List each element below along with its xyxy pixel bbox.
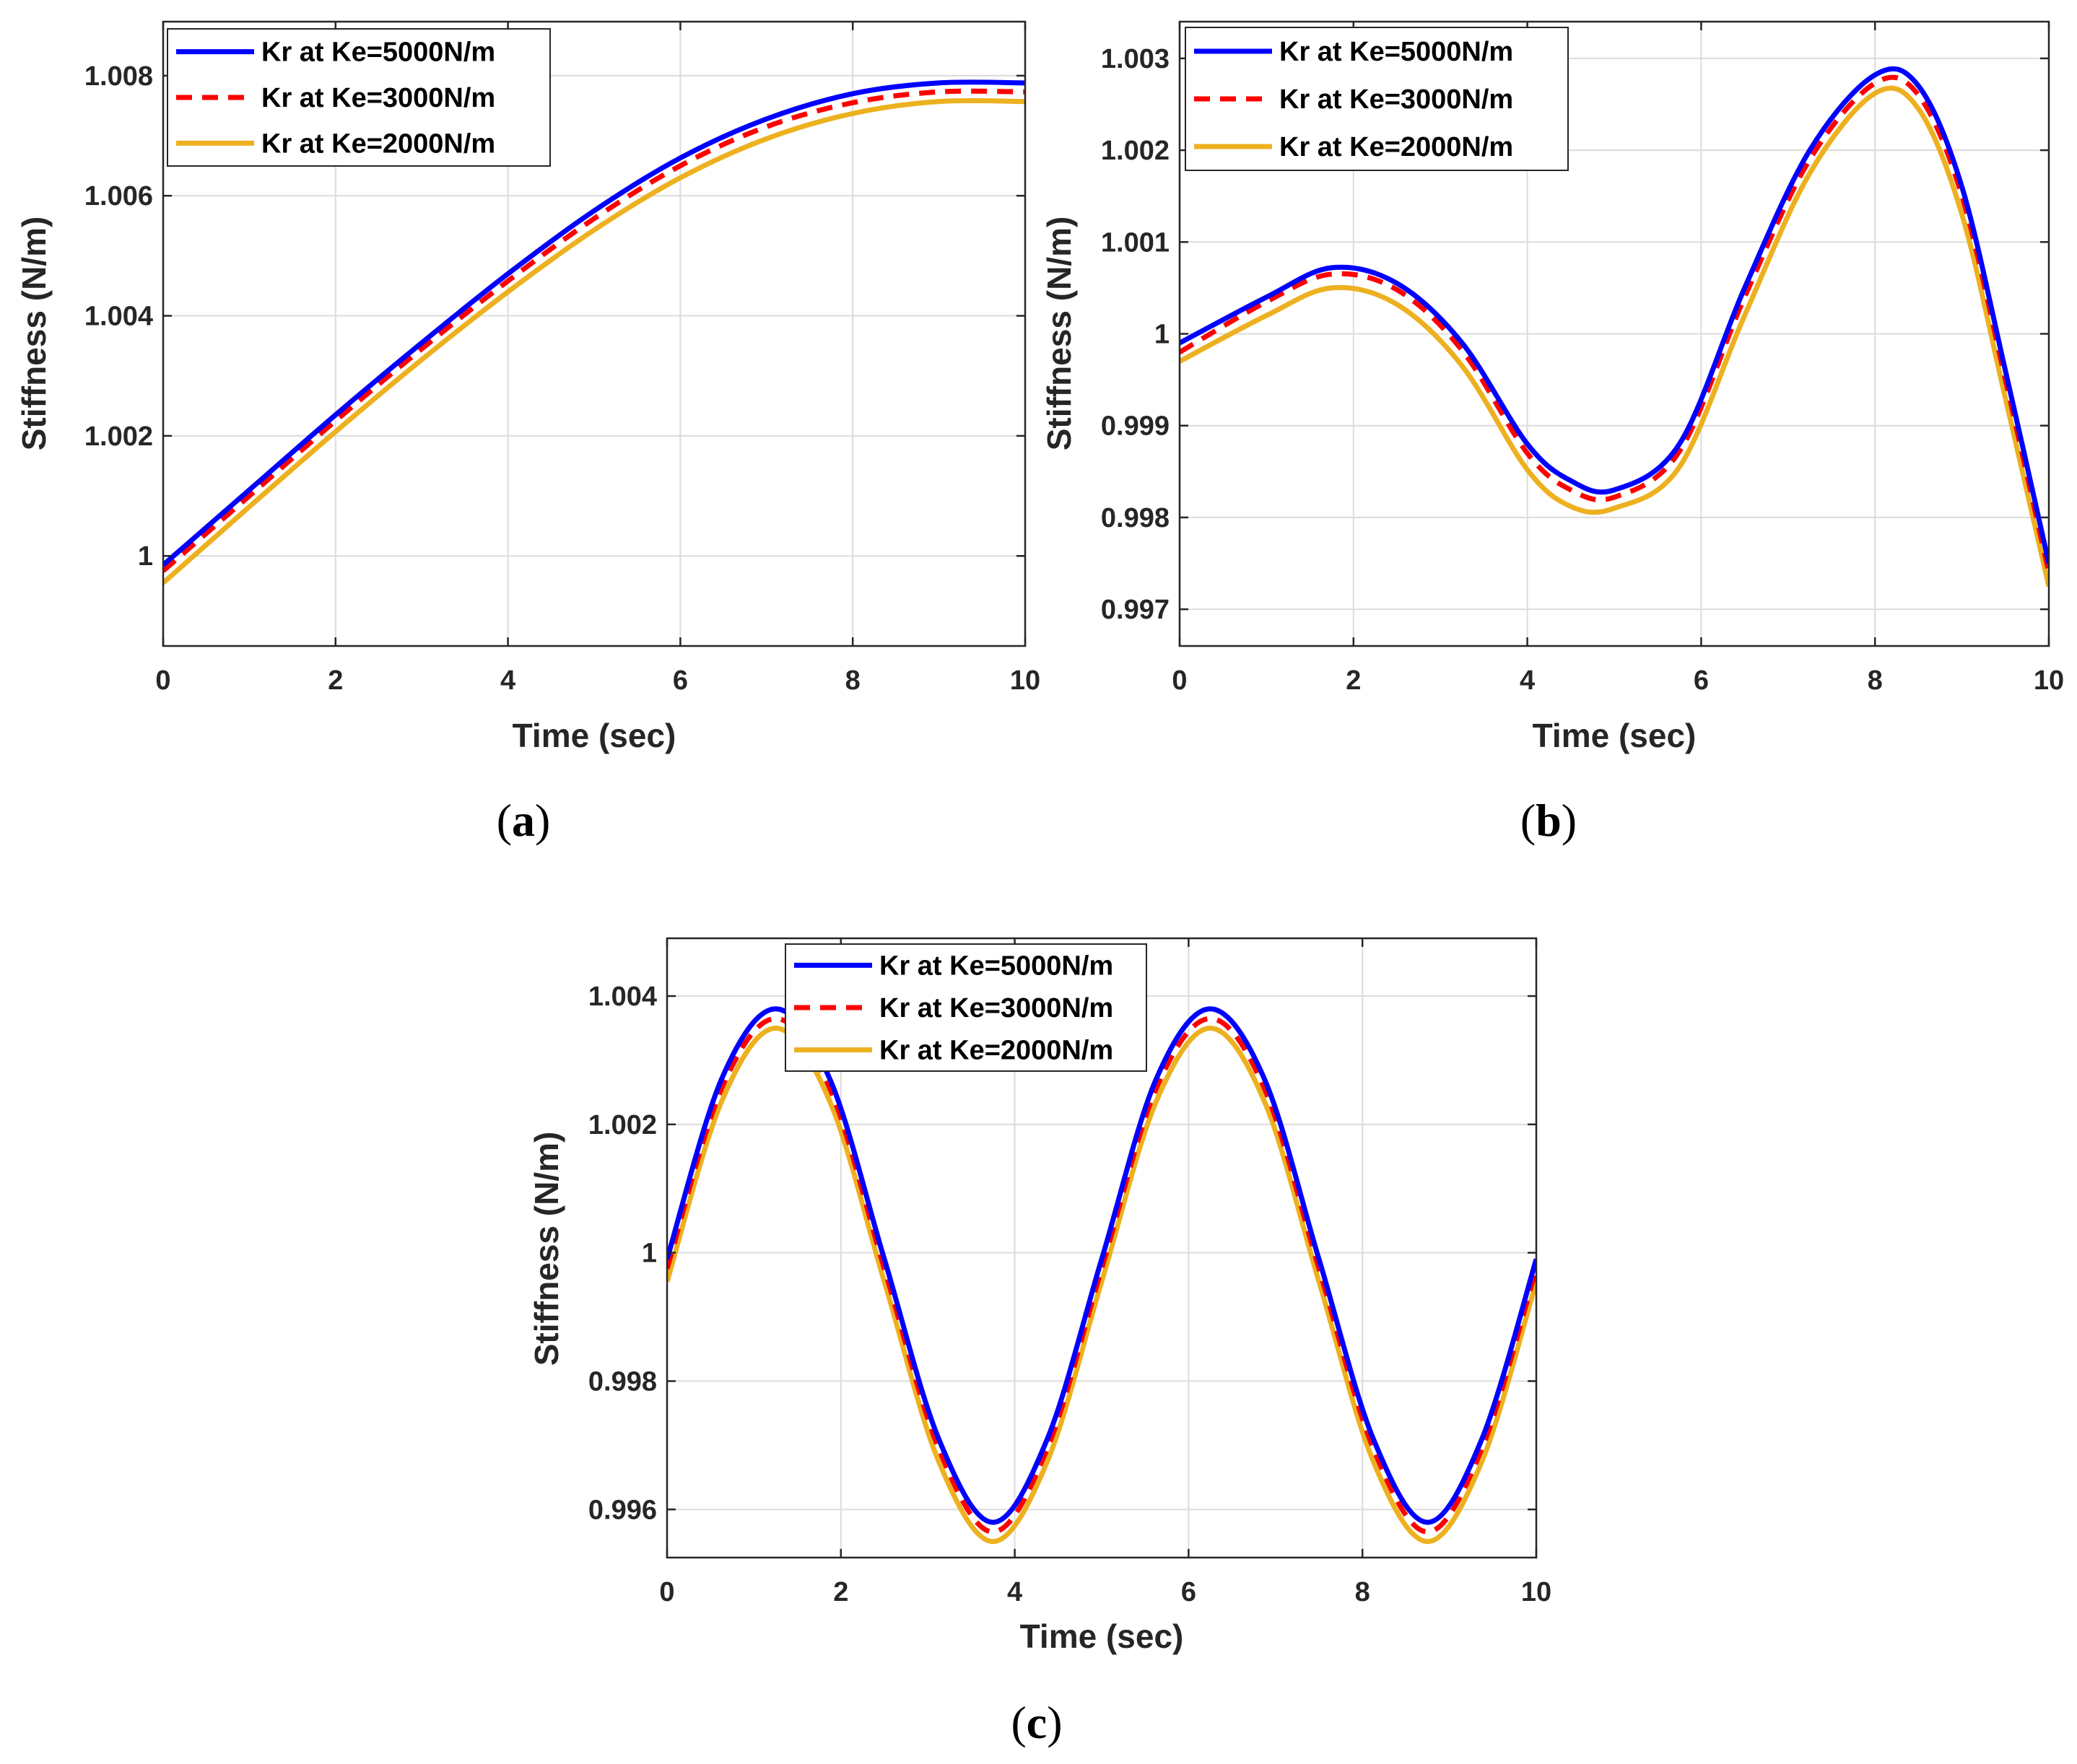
- panel-b-legend: Kr at Ke=5000N/m Kr at Ke=3000N/m Kr at Ke…: [1185, 27, 1569, 171]
- panel-b-x-tick-label: 10: [2034, 665, 2064, 696]
- panel-b-y-tick-label: 0.997: [1101, 595, 1170, 625]
- panel-a-x-tick-label: 8: [845, 665, 861, 696]
- panel-b-series-ke2000-line: [1180, 85, 2049, 588]
- panel-c-x-tick-label: 10: [1521, 1577, 1551, 1607]
- panel-a-series: [163, 79, 1025, 585]
- panel-a-series-ke2000-line: [163, 97, 1025, 585]
- panel-b-y-tick-label: 1.002: [1101, 136, 1170, 166]
- panel-c-y-tick-label: 1.004: [588, 982, 657, 1012]
- panel-b-legend-label-ke3000: Kr at Ke=3000N/m: [1279, 84, 1513, 115]
- panel-b-y-tick-label: 1.001: [1101, 227, 1170, 258]
- panel-c-legend-label-ke5000: Kr at Ke=5000N/m: [879, 951, 1113, 981]
- panel-a-y-tick-label: 1: [138, 541, 153, 572]
- panel-b-grid: [1179, 22, 2050, 646]
- panel-b-x-tick-label: 6: [1694, 665, 1709, 696]
- panel-a-y-tick-label: 1.008: [84, 61, 153, 92]
- panel-a-y-tick-label: 1.004: [84, 302, 153, 332]
- panel-c-y-tick-label: 1: [642, 1239, 657, 1269]
- panel-b-x-axis-label: Time (sec): [1533, 717, 1697, 754]
- panel-a-x-tick-label: 6: [673, 665, 688, 696]
- panel-a-axes-frame: [162, 20, 1027, 647]
- panel-c-y-axis-label: Stiffness (N/m): [528, 1132, 565, 1366]
- panel-a-legend-label-ke3000: Kr at Ke=3000N/m: [261, 83, 495, 113]
- panel-c-legend-label-ke3000: Kr at Ke=3000N/m: [879, 993, 1113, 1023]
- panel-a-legend-label-ke5000: Kr at Ke=5000N/m: [261, 38, 495, 68]
- panel-a-ticks: 0 2 4 6 8 10 1 1.002 1.004 1.006 1.008: [84, 22, 1040, 696]
- panel-c-legend-label-ke2000: Kr at Ke=2000N/m: [879, 1036, 1113, 1066]
- panel-c-caption-letter: c: [1027, 1697, 1047, 1748]
- panel-c-legend: Kr at Ke=5000N/m Kr at Ke=3000N/m Kr at Ke…: [785, 943, 1147, 1072]
- panel-b-legend-label-ke5000: Kr at Ke=5000N/m: [1279, 37, 1513, 67]
- panel-a-x-axis-label: Time (sec): [513, 717, 676, 754]
- panel-a-y-tick-label: 1.002: [84, 422, 153, 452]
- panel-b-x-tick-label: 8: [1868, 665, 1883, 696]
- panel-b-y-tick-label: 1: [1154, 320, 1170, 350]
- panel-c-x-tick-label: 2: [833, 1577, 848, 1607]
- panel-a-series-ke3000-line: [163, 88, 1025, 573]
- panel-a-caption: (a): [497, 795, 551, 846]
- panel-b: 0 2 4 6 8 10 0.997 0.998 0.999 1 1.001 1.002 1.003 T…: [1040, 20, 2064, 846]
- panel-b-x-tick-label: 0: [1172, 665, 1187, 696]
- panel-b-y-tick-label: 1.003: [1101, 44, 1170, 74]
- panel-a-x-tick-label: 4: [500, 665, 515, 696]
- panel-b-y-axis-label: Stiffness (N/m): [1040, 217, 1078, 451]
- panel-c-x-tick-label: 8: [1355, 1577, 1370, 1607]
- panel-b-series-ke5000-line: [1180, 66, 2049, 564]
- panel-b-legend-label-ke2000: Kr at Ke=2000N/m: [1279, 132, 1513, 162]
- panel-c-caption: (c): [1011, 1697, 1062, 1748]
- panel-b-y-tick-label: 0.999: [1101, 411, 1170, 442]
- panel-a-series-ke5000-line: [163, 79, 1025, 567]
- panel-c-series-ke3000-line: [667, 1016, 1536, 1534]
- panel-c-ticks: 0 2 4 6 8 10 0.996 0.998 1 1.002 1.004: [588, 938, 1551, 1607]
- panel-b-caption: (b): [1520, 795, 1577, 846]
- panel-c-series-ke2000-line: [667, 1025, 1536, 1545]
- panel-a-y-axis-label: Stiffness (N/m): [15, 217, 53, 451]
- panel-a-y-tick-label: 1.006: [84, 181, 153, 211]
- panel-c-axes-frame: [666, 937, 1538, 1559]
- panel-c-x-tick-label: 0: [659, 1577, 674, 1607]
- panel-a-x-tick-label: 2: [328, 665, 343, 696]
- panel-a-caption-letter: a: [512, 795, 535, 846]
- panel-b-y-tick-label: 0.998: [1101, 503, 1170, 533]
- panel-b-ticks: 0 2 4 6 8 10 0.997 0.998 0.999 1 1.001 1.002 1.003: [1101, 22, 2064, 696]
- panel-b-x-tick-label: 4: [1520, 665, 1535, 696]
- panel-c-x-tick-label: 4: [1007, 1577, 1022, 1607]
- panel-b-x-tick-label: 2: [1346, 665, 1361, 696]
- panel-c-x-tick-label: 6: [1181, 1577, 1196, 1607]
- panel-a-x-tick-label: 0: [155, 665, 170, 696]
- panel-a-x-tick-label: 10: [1010, 665, 1040, 696]
- panel-a-legend-label-ke2000: Kr at Ke=2000N/m: [261, 128, 495, 159]
- panel-c-y-tick-label: 1.002: [588, 1110, 657, 1140]
- panel-c-y-tick-label: 0.998: [588, 1366, 657, 1397]
- panel-c-y-tick-label: 0.996: [588, 1495, 657, 1525]
- panel-b-series: [1180, 66, 2049, 588]
- panel-a-legend: Kr at Ke=5000N/m Kr at Ke=3000N/m Kr at Ke…: [167, 28, 551, 167]
- panel-c-x-axis-label: Time (sec): [1020, 1617, 1184, 1655]
- panel-b-caption-letter: b: [1536, 795, 1562, 846]
